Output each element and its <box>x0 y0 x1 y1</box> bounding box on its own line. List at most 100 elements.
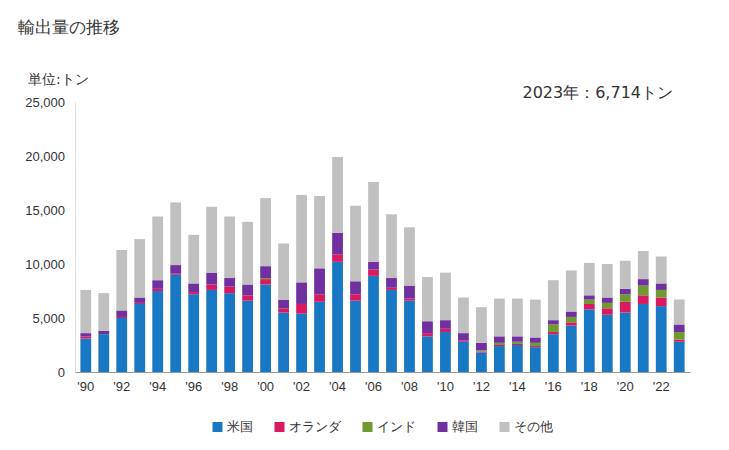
y-axis-label: 単位:トン <box>28 71 89 87</box>
bar <box>476 351 487 352</box>
bar <box>638 279 649 285</box>
bar <box>566 322 577 325</box>
bar <box>368 276 379 372</box>
x-tick-label: '96 <box>185 379 202 394</box>
bar <box>458 333 469 341</box>
bar <box>206 273 217 285</box>
bar <box>530 347 541 372</box>
x-tick: '94 <box>149 372 166 394</box>
bar <box>476 350 487 351</box>
series-bars <box>80 262 684 372</box>
y-tick: 20,000 <box>25 149 75 164</box>
bar <box>224 293 235 372</box>
bar <box>116 317 127 318</box>
bar <box>674 332 685 340</box>
y-tick-label: 10,000 <box>25 257 65 272</box>
x-axis-line <box>76 372 691 373</box>
legend-swatch <box>438 422 448 432</box>
bar <box>368 262 379 270</box>
x-tick: '14 <box>509 372 526 394</box>
y-tick: 15,000 <box>25 203 75 218</box>
bar <box>242 285 253 296</box>
bar <box>620 313 631 372</box>
bar <box>602 303 613 308</box>
bar <box>458 341 469 342</box>
bar <box>116 250 127 310</box>
legend-item: 米国 <box>213 419 253 434</box>
x-tick-label: '16 <box>545 379 562 394</box>
bar <box>548 334 559 372</box>
legend-swatch <box>213 422 223 432</box>
bar <box>422 321 433 333</box>
bar <box>224 216 235 278</box>
x-tick-label: '94 <box>149 379 166 394</box>
y-tick: 5,000 <box>32 311 75 326</box>
bar <box>656 283 667 289</box>
bar <box>98 293 109 331</box>
x-tick: '06 <box>365 372 382 394</box>
series-bars <box>80 157 684 343</box>
bar <box>386 214 397 278</box>
bar <box>674 340 685 342</box>
bar <box>116 318 127 372</box>
legend-item: インド <box>363 419 416 434</box>
bar <box>80 339 91 372</box>
x-tick: '12 <box>473 372 490 394</box>
bar <box>170 265 181 274</box>
y-tick-label: 25,000 <box>25 95 65 110</box>
bar <box>224 278 235 287</box>
y-tick: 10,000 <box>25 257 75 272</box>
x-tick-label: '04 <box>329 379 346 394</box>
bar <box>638 295 649 304</box>
bar <box>602 315 613 372</box>
bar <box>386 288 397 290</box>
x-tick: '22 <box>653 372 670 394</box>
bar <box>512 342 523 344</box>
bar <box>332 254 343 262</box>
bar <box>458 342 469 372</box>
bar <box>638 286 649 296</box>
bar <box>422 333 433 336</box>
x-tick-label: '22 <box>653 379 670 394</box>
bar <box>134 304 145 372</box>
bar <box>242 295 253 300</box>
bar <box>260 285 271 372</box>
y-tick: 0 <box>58 365 75 380</box>
bar <box>404 299 415 301</box>
bar <box>494 336 505 342</box>
x-tick: '18 <box>581 372 598 394</box>
bar <box>674 324 685 332</box>
x-tick-label: '06 <box>365 379 382 394</box>
bar <box>314 302 325 372</box>
bar <box>278 243 289 299</box>
bar <box>116 310 127 316</box>
bar <box>278 300 289 309</box>
x-tick: '92 <box>113 372 130 394</box>
bar <box>170 274 181 275</box>
legend-item: その他 <box>500 419 553 434</box>
x-tick-label: '14 <box>509 379 526 394</box>
bar <box>620 289 631 294</box>
bar <box>296 304 307 314</box>
y-axis: 0 5,000 10,000 15,000 20,000 25,000 <box>25 95 75 380</box>
bar <box>440 332 451 372</box>
bar <box>134 303 145 304</box>
legend-swatch <box>275 422 285 432</box>
bar <box>638 251 649 279</box>
bar <box>350 294 361 300</box>
legend-swatch <box>500 422 510 432</box>
bar <box>440 329 451 332</box>
bar <box>296 314 307 372</box>
x-tick-label: '18 <box>581 379 598 394</box>
series-bars <box>80 254 684 352</box>
bar <box>296 195 307 282</box>
x-tick: '04 <box>329 372 346 394</box>
bar <box>242 222 253 285</box>
bar <box>530 346 541 347</box>
bar <box>440 273 451 321</box>
bar <box>566 312 577 317</box>
x-tick-label: '12 <box>473 379 490 394</box>
bar <box>458 297 469 333</box>
y-tick-label: 15,000 <box>25 203 65 218</box>
bar <box>314 196 325 268</box>
